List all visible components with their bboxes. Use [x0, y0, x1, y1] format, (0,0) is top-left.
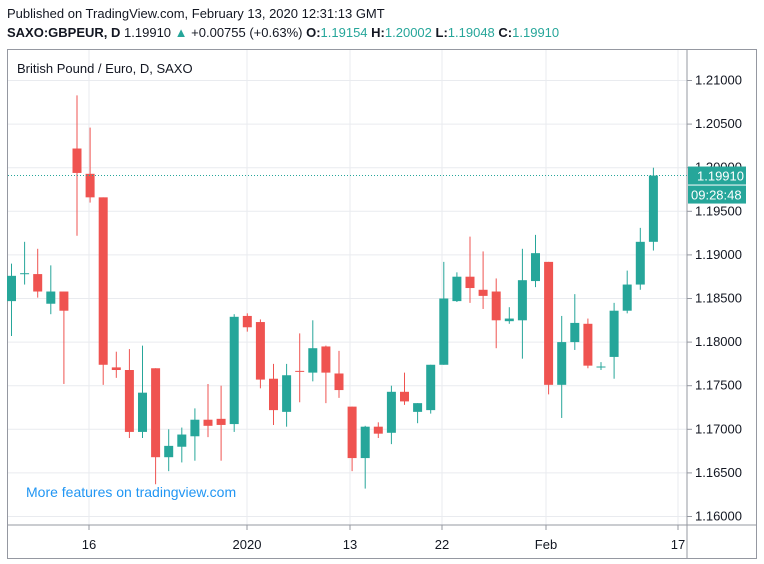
candle-down — [255, 322, 265, 380]
last-price: 1.19910 — [124, 25, 172, 40]
y-tick-label: 1.16000 — [695, 509, 742, 524]
x-tick-label: 13 — [343, 537, 357, 552]
up-arrow-icon: ▲ — [174, 25, 188, 40]
y-tick-label: 1.16500 — [695, 465, 742, 480]
candle-up — [531, 253, 540, 282]
open-label: O: — [306, 25, 321, 40]
y-tick-label: 1.19000 — [695, 247, 742, 262]
countdown-box — [688, 185, 746, 204]
candle-up — [609, 310, 619, 357]
x-tick-label: 16 — [82, 537, 96, 552]
candle-up — [386, 391, 396, 433]
y-tick-label: 1.17500 — [695, 378, 742, 393]
candle-down — [465, 276, 475, 289]
y-tick-label: 1.20500 — [695, 116, 742, 131]
candle-down — [321, 346, 331, 373]
low-label: L: — [435, 25, 448, 40]
candle-down — [111, 367, 121, 371]
candle-up — [7, 275, 16, 302]
y-tick-label: 1.18500 — [695, 291, 742, 306]
candle-up — [413, 403, 423, 412]
candle-down — [400, 391, 409, 402]
price-label: 1.19910 — [697, 169, 744, 184]
candle-up — [46, 291, 56, 304]
candle-down — [295, 370, 305, 372]
candle-down — [544, 261, 554, 385]
candle-up — [504, 318, 514, 322]
tradingview-watermark[interactable]: More features on tradingview.com — [26, 484, 236, 500]
close-value: 1.19910 — [512, 25, 560, 40]
x-tick-label: Feb — [535, 537, 557, 552]
candle-up — [635, 241, 645, 285]
candle-up — [439, 298, 449, 365]
candle-up — [229, 316, 239, 425]
y-tick-label: 1.19500 — [695, 203, 742, 218]
candle-down — [59, 291, 69, 311]
candle-up — [517, 280, 527, 321]
candle-down — [98, 197, 108, 365]
countdown-label: 09:28:48 — [691, 188, 742, 203]
candle-down — [124, 370, 134, 432]
candle-down — [216, 418, 226, 425]
x-tick-label: 2020 — [233, 537, 262, 552]
change-value: +0.00755 (+0.63%) — [191, 25, 303, 40]
low-value: 1.19048 — [447, 25, 495, 40]
y-tick-label: 1.21000 — [695, 73, 742, 88]
close-label: C: — [498, 25, 513, 40]
symbol-label: SAXO:GBPEUR, D — [7, 25, 121, 40]
candle-down — [491, 291, 501, 321]
candle-up — [308, 348, 318, 373]
candle-down — [478, 289, 488, 296]
high-label: H: — [371, 25, 385, 40]
candle-down — [72, 148, 82, 173]
candle-down — [85, 173, 95, 198]
candle-up — [622, 284, 632, 311]
candle-down — [151, 368, 161, 458]
candle-up — [452, 276, 462, 302]
x-tick-label: 22 — [435, 537, 449, 552]
candle-down — [33, 274, 43, 292]
candle-down — [269, 378, 278, 411]
candle-up — [570, 322, 580, 343]
candle-up — [164, 445, 174, 458]
candle-down — [242, 315, 252, 328]
candle-down — [347, 406, 357, 459]
candle-up — [177, 434, 187, 447]
candle-down — [583, 323, 593, 366]
candle-down — [203, 419, 213, 426]
candle-up — [190, 419, 200, 437]
candle-up — [282, 375, 292, 412]
y-tick-label: 1.18000 — [695, 334, 742, 349]
candle-up — [426, 364, 436, 411]
candle-up — [20, 273, 30, 275]
chart-frame — [7, 49, 757, 559]
candle-down — [334, 373, 344, 391]
open-value: 1.19154 — [320, 25, 368, 40]
candle-up — [648, 175, 658, 242]
candle-up — [360, 426, 370, 459]
ohlc-line: SAXO:GBPEUR, D 1.19910 ▲ +0.00755 (+0.63… — [7, 25, 559, 40]
y-tick-label: 1.17000 — [695, 421, 742, 436]
x-tick-label: 17 — [671, 537, 685, 552]
price-label-box — [688, 166, 746, 185]
candle-down — [373, 426, 383, 434]
candle-up — [138, 392, 147, 432]
chart-legend: British Pound / Euro, D, SAXO — [17, 61, 193, 76]
published-line: Published on TradingView.com, February 1… — [7, 6, 385, 21]
candle-up — [557, 342, 567, 385]
candle-up — [596, 366, 606, 368]
high-value: 1.20002 — [384, 25, 432, 40]
